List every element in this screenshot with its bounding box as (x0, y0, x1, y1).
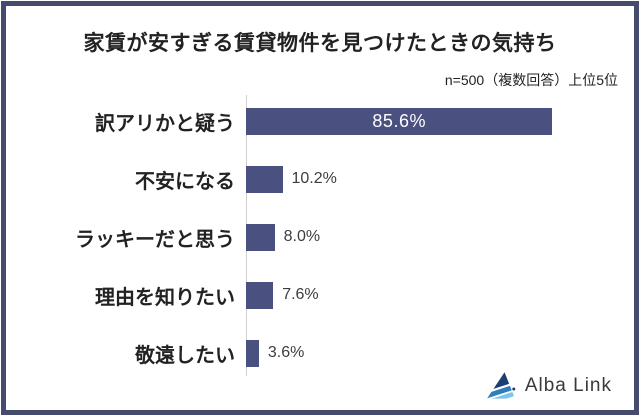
chart-row: 敬遠したい 3.6% (6, 324, 634, 382)
bar-track: 85.6% (246, 92, 634, 150)
bar (246, 165, 283, 193)
value-label: 10.2% (291, 170, 337, 187)
category-label: 理由を知りたい (95, 286, 235, 309)
bar-track: 7.6% (246, 266, 634, 324)
alba-link-logo-text: Alba Link (524, 374, 612, 396)
category-label: ラッキーだと思う (75, 228, 235, 251)
bar-chart: 訳アリかと疑う 85.6% 不安になる 10.2% ラッキーだと思う 8.0% 理由を知りた… (6, 92, 634, 382)
value-label: 8.0% (283, 228, 321, 245)
chart-title: 家賃が安すぎる賃貸物件を見つけたときの気持ち (83, 32, 557, 55)
sample-size-note: n=500（複数回答）上位5位 (444, 72, 618, 88)
chart-row: 不安になる 10.2% (6, 150, 634, 208)
chart-row: 理由を知りたい 7.6% (6, 266, 634, 324)
chart-row: ラッキーだと思う 8.0% (6, 208, 634, 266)
category-label: 不安になる (135, 170, 235, 193)
bar: 85.6% (246, 107, 553, 135)
bar-track: 8.0% (246, 208, 634, 266)
bar (246, 339, 259, 367)
bar (246, 281, 274, 309)
bar-track: 10.2% (246, 150, 634, 208)
value-label: 7.6% (282, 286, 319, 303)
category-label: 敬遠したい (135, 344, 235, 367)
alba-link-logo: Alba Link (486, 371, 612, 400)
alba-link-logo-icon (486, 372, 516, 399)
value-label: 3.6% (267, 344, 305, 361)
bar-track: 3.6% (246, 324, 634, 382)
bar (246, 223, 275, 251)
value-label: 85.6% (372, 110, 426, 131)
category-label: 訳アリかと疑う (95, 112, 235, 135)
chart-rows: 訳アリかと疑う 85.6% 不安になる 10.2% ラッキーだと思う 8.0% 理由を知りた… (6, 92, 634, 382)
chart-row: 訳アリかと疑う 85.6% (6, 92, 634, 150)
